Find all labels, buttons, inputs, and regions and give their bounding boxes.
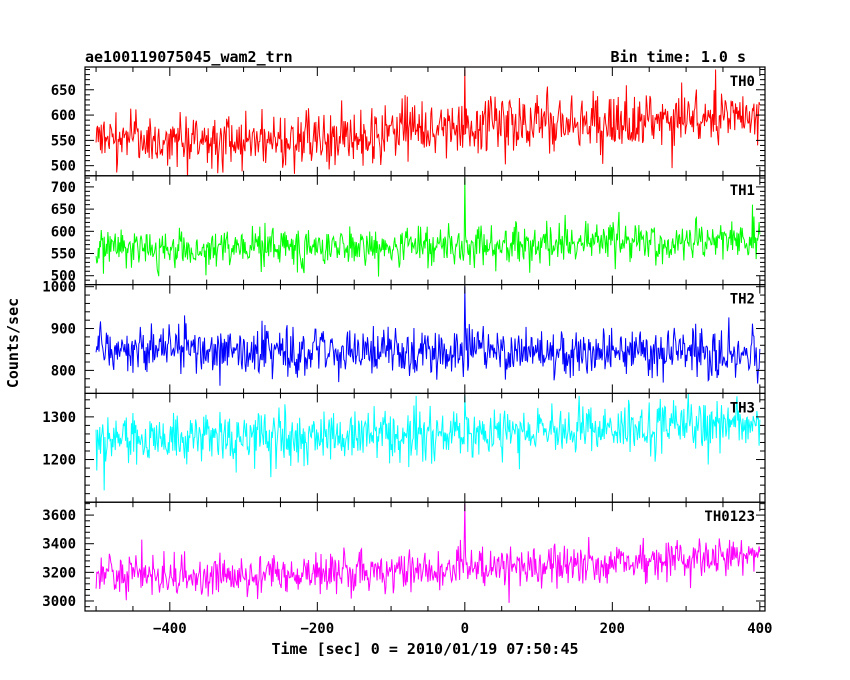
panel-th3: 1200 1300 TH3: [42, 392, 766, 503]
series-line-th1: [95, 178, 761, 277]
y-tick-label: 550: [51, 133, 76, 149]
panel-label-th3: TH3: [730, 400, 755, 416]
series-line-th3: [95, 393, 761, 491]
y-tick-label: 1000: [42, 280, 76, 296]
y-tick-label: 1300: [42, 410, 76, 426]
x-tick-label: −400: [153, 621, 187, 637]
y-tick-label: 3600: [42, 508, 76, 524]
y-tick-label: 1200: [42, 453, 76, 469]
y-tick-label: 600: [51, 224, 76, 240]
x-axis: −400 −200 0 200 400: [153, 621, 773, 637]
panel-label-th2: TH2: [730, 292, 755, 308]
panel-label-th0: TH0: [730, 74, 755, 90]
y-tick-label: 500: [51, 269, 76, 285]
panel-th2: 800 900 1000 TH2: [42, 280, 766, 395]
y-tick-label: 800: [51, 363, 76, 379]
series-line-th0123: [95, 503, 761, 603]
y-tick-label: 550: [51, 247, 76, 263]
y-tick-label: 900: [51, 322, 76, 338]
y-tick-label: 3200: [42, 565, 76, 581]
y-tick-label: 3400: [42, 537, 76, 553]
panel-frame: [84, 175, 766, 286]
x-tick-label: 200: [600, 621, 625, 637]
series-line-th2: [95, 286, 761, 386]
panel-th1: 500 550 600 650 700 TH1: [51, 175, 766, 286]
x-tick-label: 400: [747, 621, 772, 637]
y-axis-label: Counts/sec: [4, 298, 22, 388]
y-tick-label: 700: [51, 180, 76, 196]
panel-frame: [84, 501, 766, 612]
panels-group: 500 550 600 650 TH0 500 550 600 650 700 TH1 800 900 1…: [42, 66, 766, 612]
panel-label-th0123: TH0123: [704, 509, 755, 525]
panel-th0: 500 550 600 650 TH0: [51, 66, 766, 177]
y-tick-label: 650: [51, 202, 76, 218]
y-tick-label: 600: [51, 108, 76, 124]
y-tick-label: 500: [51, 159, 76, 175]
x-tick-label: −200: [300, 621, 334, 637]
series-line-th0: [95, 69, 761, 176]
x-tick-label: 0: [461, 621, 469, 637]
y-tick-label: 650: [51, 83, 76, 99]
panel-label-th1: TH1: [730, 183, 755, 199]
panel-th0123: 3000 3200 3400 3600 TH0123: [42, 501, 766, 612]
x-axis-label: Time [sec] 0 = 2010/01/19 07:50:45: [271, 640, 578, 658]
chart-title: ae100119075045_wam2_trn: [85, 48, 293, 66]
bin-time-label: Bin time: 1.0 s: [611, 48, 746, 66]
y-tick-label: 3000: [42, 594, 76, 610]
